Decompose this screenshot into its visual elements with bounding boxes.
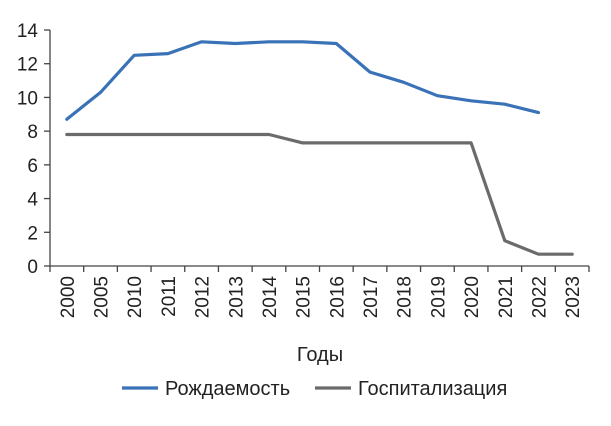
y-tick-label: 14 — [17, 21, 39, 42]
series-line-0 — [65, 40, 541, 121]
x-tick-label: 2015 — [294, 276, 315, 318]
x-tick-label: 2005 — [92, 276, 113, 318]
y-tick-label: 4 — [27, 190, 38, 211]
x-tick-label: 2019 — [428, 276, 449, 318]
x-tick-label: 2000 — [58, 276, 79, 318]
y-tick-label: 10 — [17, 88, 38, 109]
x-tick-label: 2014 — [260, 276, 281, 319]
y-tick-label: 8 — [27, 122, 38, 143]
y-tick-label: 12 — [17, 55, 38, 76]
legend: Рождаемость Госпитализация — [122, 378, 507, 400]
x-tick-label: 2018 — [395, 276, 416, 318]
legend-label-1: Госпитализация — [358, 378, 507, 400]
x-tick-label: 2016 — [327, 276, 348, 318]
x-tick-label: 2013 — [226, 276, 247, 318]
x-axis-ticks: 2000 2005 2010 2011 2012 2013 2014 2015 2016 2017… — [49, 266, 590, 319]
legend-label-0: Рождаемость — [165, 378, 290, 400]
x-tick-label: 2011 — [159, 276, 180, 317]
y-tick-label: 6 — [27, 156, 38, 177]
x-tick-label: 2010 — [125, 276, 146, 318]
x-tick-label: 2012 — [193, 276, 214, 318]
x-tick-label: 2021 — [496, 276, 517, 318]
x-tick-label: 2017 — [361, 276, 382, 318]
y-tick-label: 0 — [27, 257, 38, 278]
series-line-1 — [65, 132, 574, 256]
y-tick-label: 2 — [27, 223, 38, 244]
y-axis-ticks: 0 2 4 6 8 10 12 14 — [17, 21, 50, 278]
x-tick-label: 2023 — [563, 276, 584, 318]
x-tick-label: 2022 — [529, 276, 550, 318]
x-axis-title: Годы — [297, 344, 343, 366]
x-tick-label: 2020 — [462, 276, 483, 318]
series-lines — [65, 40, 574, 256]
